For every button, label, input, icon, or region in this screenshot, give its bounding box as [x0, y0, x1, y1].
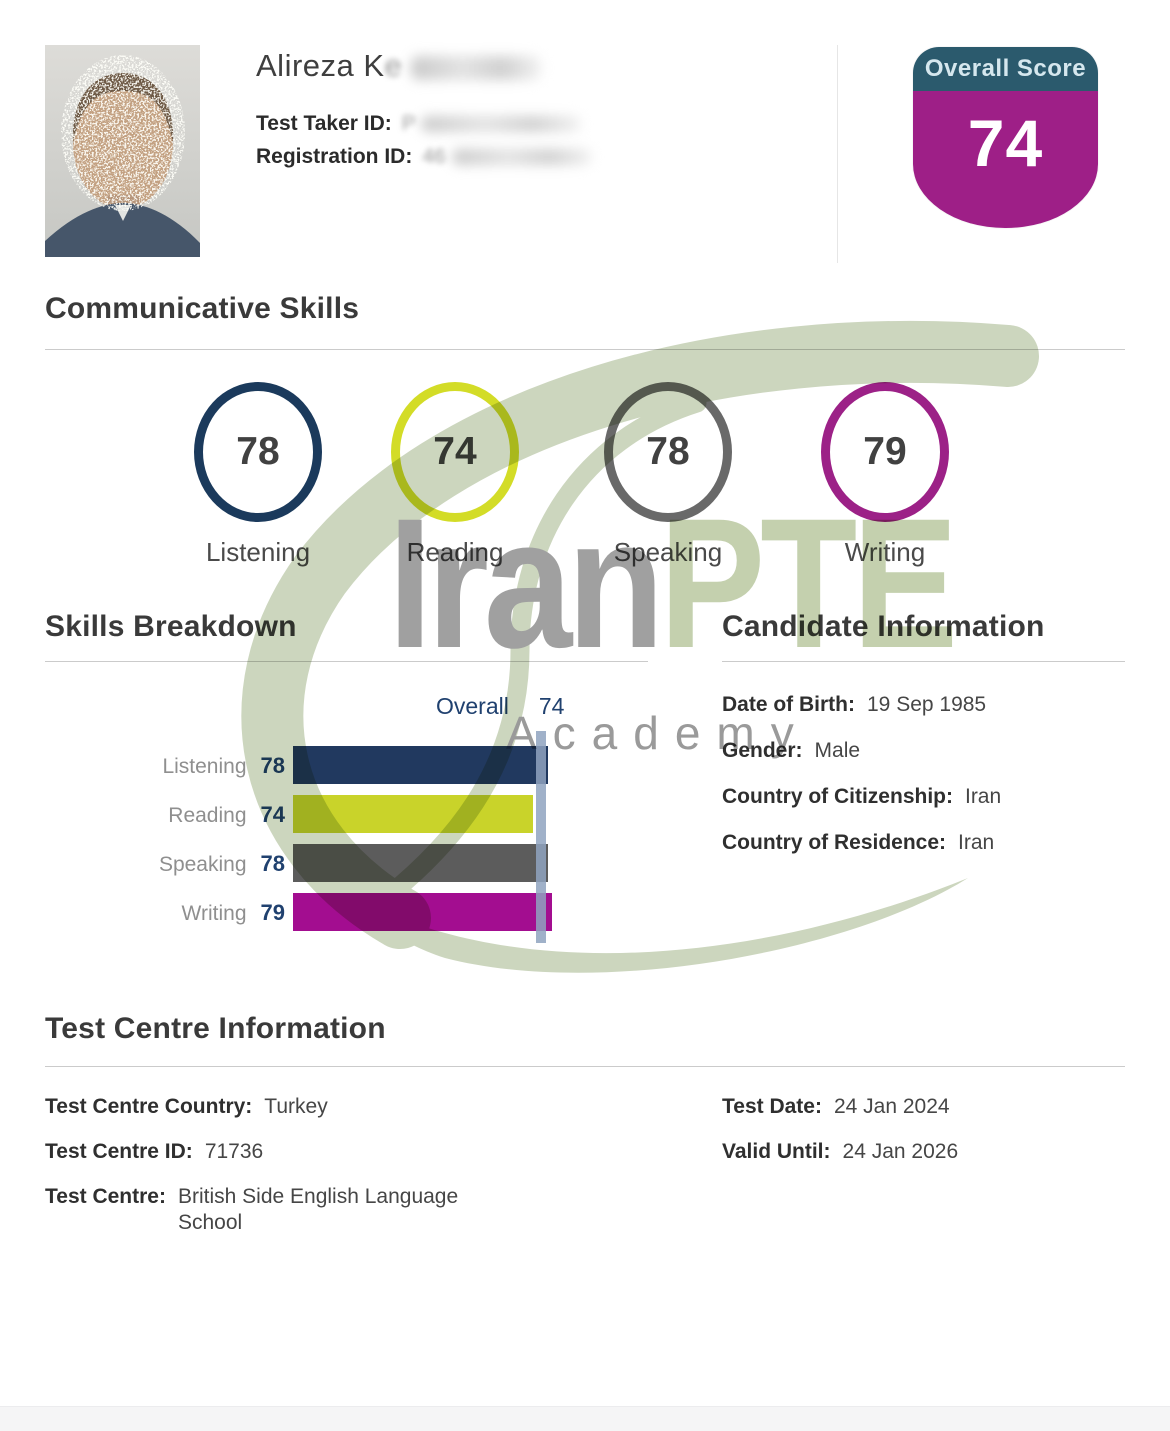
skill-circle-speaking: 78 — [604, 382, 732, 522]
info-row-test-date: Test Date: 24 Jan 2024 — [722, 1095, 950, 1118]
candidate-photo — [45, 45, 200, 257]
divider-skills-breakdown — [45, 661, 648, 662]
skill-circle-reading: 74 — [391, 382, 519, 522]
candidate-name: Alireza Ke — [256, 48, 542, 84]
info-row-valid-until: Valid Until: 24 Jan 2026 — [722, 1140, 959, 1163]
overall-score-badge: Overall Score 74 — [913, 47, 1098, 228]
skill-circle-listening: 78 — [194, 382, 322, 522]
overall-score-badge-body: 74 — [913, 91, 1098, 228]
registration-id-redacted — [451, 149, 592, 166]
overall-score-value: 74 — [967, 106, 1044, 180]
overall-label-text: Overall — [436, 693, 509, 719]
candidate-name-visible: Alireza K — [256, 48, 385, 83]
section-title-test-centre-information: Test Centre Information — [45, 1012, 386, 1045]
section-title-communicative-skills: Communicative Skills — [45, 292, 360, 325]
overall-label-value: 74 — [538, 693, 565, 719]
registration-id-label: Registration ID: — [256, 145, 413, 168]
info-row-test-centre-id: Test Centre ID: 71736 — [45, 1140, 264, 1163]
registration-id-row: Registration ID: 46 — [256, 145, 592, 169]
section-title-skills-breakdown: Skills Breakdown — [45, 610, 297, 643]
skill-score-speaking: 78 — [646, 430, 690, 473]
candidate-name-redacted — [411, 55, 542, 80]
info-row-test-centre: Test Centre: British Side English Languag… — [45, 1185, 459, 1235]
divider-communicative-skills — [45, 349, 1125, 350]
bar-label-listening: Listening 78 — [162, 753, 285, 778]
divider-test-centre-information — [45, 1066, 1125, 1067]
bar-reading — [293, 795, 533, 833]
test-taker-id-label: Test Taker ID: — [256, 112, 392, 135]
bar-label-speaking: Speaking 78 — [158, 851, 285, 876]
bar-label-writing: Writing 79 — [181, 900, 285, 925]
skill-label-writing: Writing — [844, 537, 926, 567]
skill-circle-writing: 79 — [821, 382, 949, 522]
info-row-test-centre-country: Test Centre Country: Turkey — [45, 1095, 328, 1118]
overall-score-title: Overall Score — [924, 55, 1087, 82]
skill-score-listening: 78 — [236, 430, 280, 473]
header-divider — [837, 45, 838, 263]
info-row-residence: Country of Residence: Iran — [722, 831, 995, 854]
skill-label-listening: Listening — [205, 537, 311, 567]
registration-id-value: 46 — [422, 145, 446, 168]
skill-label-speaking: Speaking — [613, 537, 723, 567]
bar-speaking — [293, 844, 548, 882]
overall-marker-label: Overall 74 — [436, 693, 564, 720]
test-taker-id-row: Test Taker ID: P — [256, 112, 582, 136]
bar-writing — [293, 893, 552, 931]
bar-label-reading: Reading 74 — [168, 802, 285, 827]
section-title-candidate-information: Candidate Information — [722, 610, 1045, 643]
overall-score-badge-header: Overall Score — [913, 47, 1098, 91]
info-row-citizenship: Country of Citizenship: Iran — [722, 785, 1002, 808]
info-row-gender: Gender: Male — [722, 739, 861, 762]
footer-strip — [0, 1406, 1170, 1431]
overall-score-marker-line — [536, 731, 546, 943]
info-row-date-of-birth: Date of Birth: 19 Sep 1985 — [722, 693, 987, 716]
skill-score-writing: 79 — [863, 430, 907, 473]
skill-score-reading: 74 — [433, 430, 477, 473]
test-taker-id-redacted — [421, 116, 582, 133]
skill-label-reading: Reading — [406, 537, 504, 567]
test-taker-id-value: P — [401, 112, 416, 135]
divider-candidate-information — [722, 661, 1125, 662]
bar-listening — [293, 746, 548, 784]
